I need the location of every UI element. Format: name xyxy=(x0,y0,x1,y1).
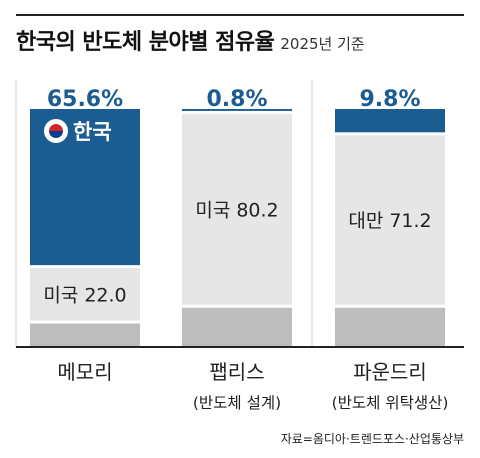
category-label: 파운드리 xyxy=(353,360,427,384)
korea-label: 한국 xyxy=(73,120,112,144)
korea-share-label: 0.8% xyxy=(206,87,267,112)
flag-yang-half xyxy=(49,124,63,131)
rest-bar xyxy=(30,323,140,347)
segment-bar xyxy=(335,135,445,305)
korea-share-label: 9.8% xyxy=(359,87,420,112)
segment-label: 미국 80.2 xyxy=(195,199,278,221)
top-rule xyxy=(16,14,464,16)
korea-share-label: 65.6% xyxy=(47,87,123,112)
category-sublabel: (반도체 설계) xyxy=(193,394,281,412)
title-text: 한국의 반도체 분야별 점유율 xyxy=(16,30,275,55)
rest-bar xyxy=(182,307,292,347)
source-note: 자료=옴디아·트렌드포스·산업통상부 xyxy=(280,432,464,446)
korea-share-bar xyxy=(182,109,292,111)
segment-label: 미국 22.0 xyxy=(43,284,126,306)
category-label: 팹리스 xyxy=(209,360,264,384)
chart-title: 한국의 반도체 분야별 점유율 2025년 기준 xyxy=(16,24,365,56)
segment-bar xyxy=(30,268,140,321)
rest-bar xyxy=(335,307,445,347)
segment-label: 대만 71.2 xyxy=(348,210,431,232)
category-label: 메모리 xyxy=(57,360,112,384)
flag-eum-half xyxy=(49,131,63,138)
subtitle-text: 2025년 기준 xyxy=(280,35,365,53)
category-sublabel: (반도체 위탁생산) xyxy=(332,394,449,412)
korea-share-bar xyxy=(335,109,445,133)
segment-bar xyxy=(182,113,292,305)
